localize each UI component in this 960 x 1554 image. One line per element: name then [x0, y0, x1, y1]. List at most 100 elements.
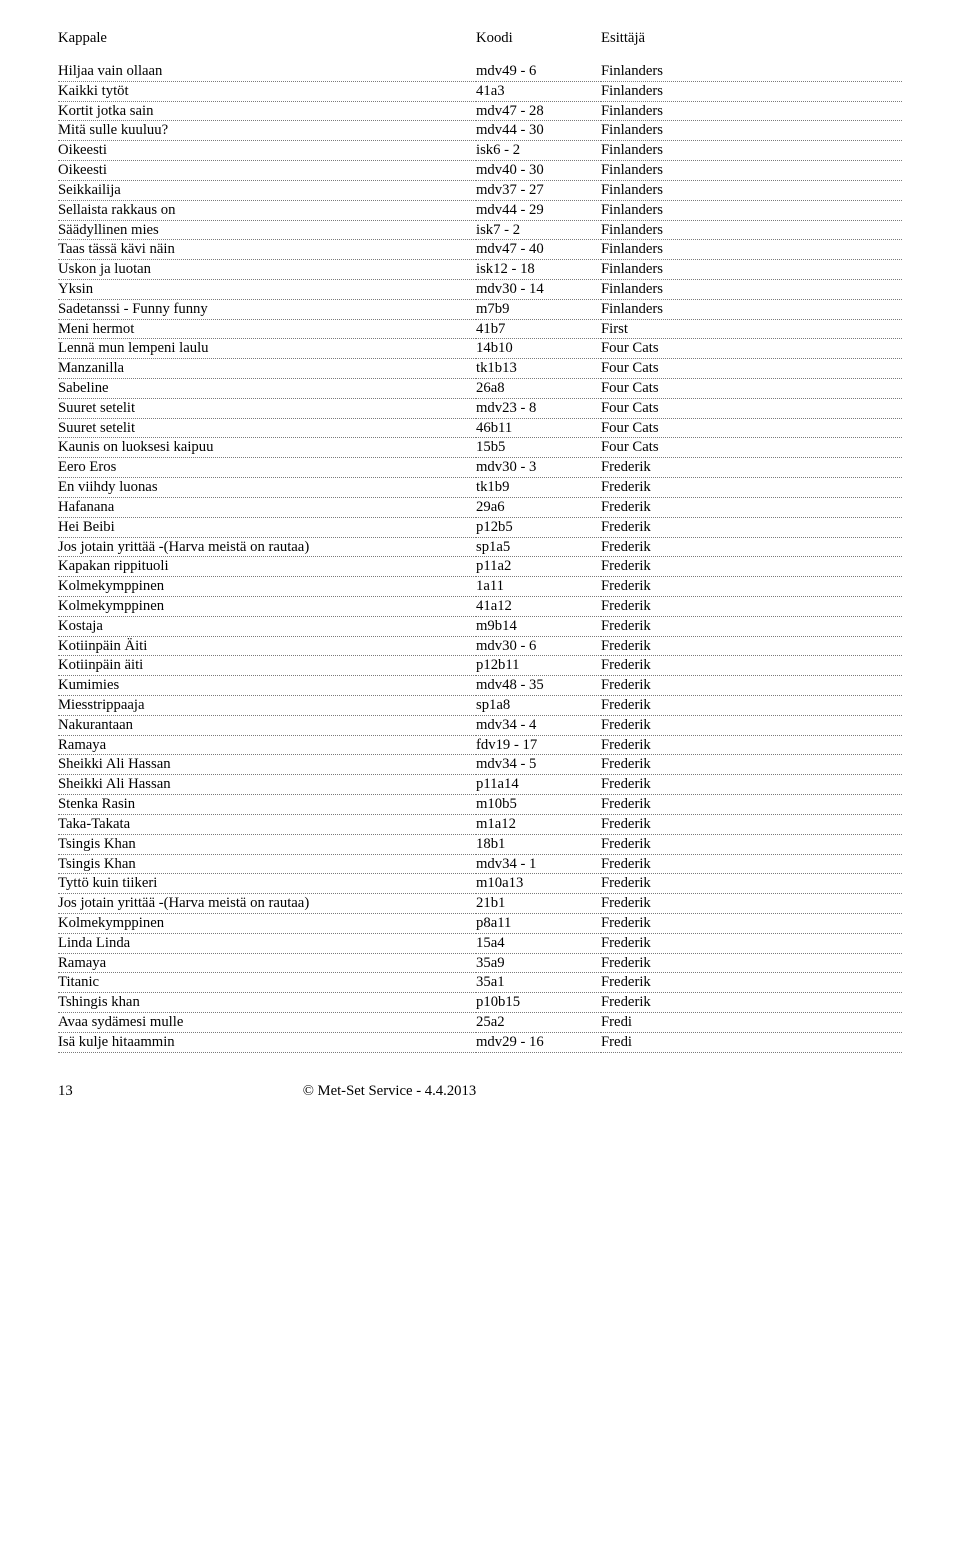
cell-koodi: mdv34 - 5 — [476, 755, 601, 775]
cell-koodi: sp1a5 — [476, 537, 601, 557]
cell-kappale: Sellaista rakkaus on — [58, 200, 476, 220]
cell-koodi: 26a8 — [476, 379, 601, 399]
cell-esittaja: Frederik — [601, 636, 902, 656]
cell-esittaja: Four Cats — [601, 379, 902, 399]
cell-esittaja: Fredi — [601, 1032, 902, 1052]
table-header: Kappale Koodi Esittäjä — [58, 30, 902, 47]
cell-esittaja: Four Cats — [601, 438, 902, 458]
table-row: Avaa sydämesi mulle25a2Fredi — [58, 1013, 902, 1033]
cell-kappale: Suuret setelit — [58, 398, 476, 418]
cell-koodi: mdv44 - 30 — [476, 121, 601, 141]
cell-koodi: mdv49 - 6 — [476, 62, 601, 81]
table-row: Kolmekymppinenp8a11Frederik — [58, 913, 902, 933]
cell-esittaja: Finlanders — [601, 299, 902, 319]
cell-esittaja: Frederik — [601, 478, 902, 498]
cell-kappale: Kaikki tytöt — [58, 81, 476, 101]
cell-koodi: 41a12 — [476, 596, 601, 616]
cell-esittaja: Four Cats — [601, 359, 902, 379]
cell-koodi: p12b11 — [476, 656, 601, 676]
table-row: Taas tässä kävi näinmdv47 - 40Finlanders — [58, 240, 902, 260]
table-row: Eero Erosmdv30 - 3Frederik — [58, 458, 902, 478]
cell-esittaja: Finlanders — [601, 81, 902, 101]
table-row: Kolmekymppinen41a12Frederik — [58, 596, 902, 616]
cell-kappale: Isä kulje hitaammin — [58, 1032, 476, 1052]
cell-kappale: Kolmekymppinen — [58, 577, 476, 597]
cell-esittaja: Finlanders — [601, 161, 902, 181]
cell-esittaja: Finlanders — [601, 220, 902, 240]
cell-koodi: p12b5 — [476, 517, 601, 537]
header-koodi: Koodi — [476, 30, 601, 47]
table-row: Kumimiesmdv48 - 35Frederik — [58, 676, 902, 696]
cell-esittaja: Finlanders — [601, 279, 902, 299]
table-row: Sadetanssi - Funny funnym7b9Finlanders — [58, 299, 902, 319]
table-row: Taka-Takatam1a12Frederik — [58, 814, 902, 834]
cell-kappale: Miesstrippaaja — [58, 696, 476, 716]
page-number: 13 — [58, 1083, 73, 1100]
cell-koodi: mdv29 - 16 — [476, 1032, 601, 1052]
cell-esittaja: Frederik — [601, 577, 902, 597]
cell-esittaja: Frederik — [601, 854, 902, 874]
cell-esittaja: Four Cats — [601, 398, 902, 418]
cell-kappale: Seikkailija — [58, 180, 476, 200]
cell-koodi: mdv34 - 4 — [476, 715, 601, 735]
table-row: Sheikki Ali Hassanp11a14Frederik — [58, 775, 902, 795]
cell-esittaja: Finlanders — [601, 62, 902, 81]
table-row: Uskon ja luotanisk12 - 18Finlanders — [58, 260, 902, 280]
cell-esittaja: Frederik — [601, 696, 902, 716]
cell-kappale: Hiljaa vain ollaan — [58, 62, 476, 81]
cell-koodi: mdv23 - 8 — [476, 398, 601, 418]
cell-koodi: sp1a8 — [476, 696, 601, 716]
table-row: Suuret setelit46b11Four Cats — [58, 418, 902, 438]
cell-koodi: 1a11 — [476, 577, 601, 597]
table-row: Titanic35a1Frederik — [58, 973, 902, 993]
cell-kappale: Oikeesti — [58, 161, 476, 181]
song-table: Hiljaa vain ollaanmdv49 - 6FinlandersKai… — [58, 62, 902, 1053]
table-row: Kortit jotka sainmdv47 - 28Finlanders — [58, 101, 902, 121]
cell-kappale: Tyttö kuin tiikeri — [58, 874, 476, 894]
cell-esittaja: Four Cats — [601, 339, 902, 359]
cell-kappale: Tsingis Khan — [58, 834, 476, 854]
cell-kappale: Jos jotain yrittää -(Harva meistä on rau… — [58, 537, 476, 557]
cell-esittaja: Finlanders — [601, 141, 902, 161]
table-row: Tsingis Khan18b1Frederik — [58, 834, 902, 854]
cell-koodi: mdv47 - 40 — [476, 240, 601, 260]
cell-esittaja: Frederik — [601, 973, 902, 993]
table-row: Tyttö kuin tiikerim10a13Frederik — [58, 874, 902, 894]
cell-koodi: isk12 - 18 — [476, 260, 601, 280]
header-esittaja: Esittäjä — [601, 30, 902, 47]
cell-kappale: Avaa sydämesi mulle — [58, 1013, 476, 1033]
cell-esittaja: Frederik — [601, 458, 902, 478]
cell-koodi: m10b5 — [476, 795, 601, 815]
cell-koodi: 18b1 — [476, 834, 601, 854]
cell-kappale: Eero Eros — [58, 458, 476, 478]
cell-kappale: Hafanana — [58, 497, 476, 517]
cell-esittaja: Frederik — [601, 735, 902, 755]
cell-esittaja: Frederik — [601, 537, 902, 557]
cell-koodi: 41a3 — [476, 81, 601, 101]
table-row: Stenka Rasinm10b5Frederik — [58, 795, 902, 815]
cell-esittaja: Finlanders — [601, 260, 902, 280]
cell-koodi: m9b14 — [476, 616, 601, 636]
cell-esittaja: Fredi — [601, 1013, 902, 1033]
cell-kappale: Ramaya — [58, 735, 476, 755]
cell-kappale: Stenka Rasin — [58, 795, 476, 815]
cell-koodi: 25a2 — [476, 1013, 601, 1033]
cell-kappale: Sheikki Ali Hassan — [58, 775, 476, 795]
cell-esittaja: Frederik — [601, 676, 902, 696]
cell-esittaja: Frederik — [601, 874, 902, 894]
cell-koodi: mdv37 - 27 — [476, 180, 601, 200]
cell-esittaja: Frederik — [601, 596, 902, 616]
table-row: Kaikki tytöt41a3Finlanders — [58, 81, 902, 101]
table-row: Hiljaa vain ollaanmdv49 - 6Finlanders — [58, 62, 902, 81]
cell-koodi: tk1b9 — [476, 478, 601, 498]
cell-kappale: Kostaja — [58, 616, 476, 636]
cell-koodi: p10b15 — [476, 993, 601, 1013]
cell-esittaja: Frederik — [601, 814, 902, 834]
cell-koodi: 46b11 — [476, 418, 601, 438]
cell-koodi: fdv19 - 17 — [476, 735, 601, 755]
cell-kappale: Kapakan rippituoli — [58, 557, 476, 577]
cell-esittaja: Frederik — [601, 834, 902, 854]
cell-esittaja: Frederik — [601, 953, 902, 973]
table-row: Isä kulje hitaamminmdv29 - 16Fredi — [58, 1032, 902, 1052]
cell-koodi: m1a12 — [476, 814, 601, 834]
